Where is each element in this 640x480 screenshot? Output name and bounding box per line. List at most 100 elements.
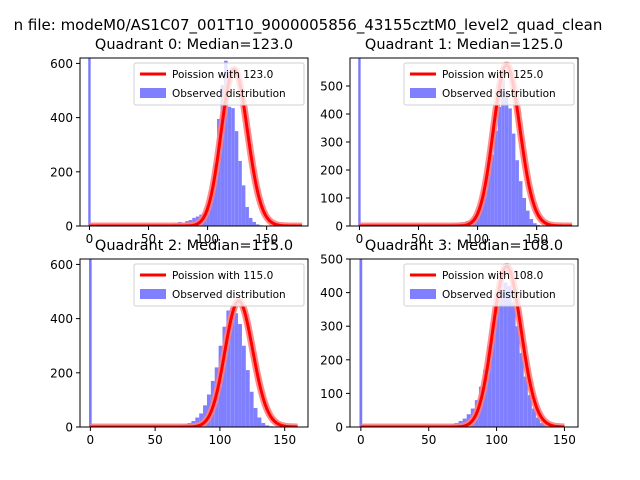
y-tick-label: 200 [50,165,73,179]
subplot-quadrant-1: Quadrant 1: Median=125.0 0 50 100 150 0 100 200… [320,37,579,246]
x-tick-label: 0 [357,433,365,447]
legend-box [403,62,575,106]
x-tick-label: 0 [86,232,94,246]
poisson-curve [89,67,303,226]
y-tick-label: 600 [50,57,73,71]
x-tick-label: 150 [255,232,278,246]
histogram-bar [226,310,231,427]
histogram-bar [540,422,545,427]
y-tick-label: 100 [320,387,343,401]
subplot-title: Quadrant 0: Median=123.0 [95,37,293,53]
histogram-bar-zero-spike [358,58,361,226]
histogram-bar [227,106,232,226]
histogram-bar [504,93,509,226]
histogram-bar [220,85,225,226]
plot-area [358,259,567,427]
legend: Poission with 125.0 Observed distribution [403,62,575,106]
histogram-bar [508,108,512,226]
x-tick-label: 50 [411,232,426,246]
histogram-bar [256,224,260,226]
histogram-bar [261,422,266,427]
histogram-bar [238,160,242,226]
histogram-bar [511,133,516,226]
y-tick-label: 100 [320,192,343,206]
y-tick-label: 0 [335,220,343,234]
legend-swatch-observed [410,289,436,299]
histogram-bar [499,289,504,427]
legend-label-poisson: Poission with 125.0 [442,69,543,81]
histogram-bar [222,326,227,427]
histogram-bar [536,224,541,226]
histogram-bar [234,313,239,427]
x-tick-label: 50 [147,433,162,447]
histogram-bar [487,346,492,427]
histogram-bar [511,302,516,427]
legend-label-observed: Observed distribution [172,88,286,100]
histogram-bar [265,425,270,427]
subplot-title: Quadrant 3: Median=108.0 [365,238,563,254]
y-tick-label: 400 [320,108,343,122]
legend-swatch-observed [140,289,166,299]
legend-label-observed: Observed distribution [172,289,286,301]
histogram-bar [479,202,484,226]
legend-swatch-observed [410,88,436,98]
histogram-bar [495,299,500,427]
histogram-bar [238,324,242,427]
histogram-bar [257,417,262,427]
x-tick-label: 100 [208,433,231,447]
legend-label-observed: Observed distribution [442,88,556,100]
histogram-bar-zero-spike [359,259,363,427]
histogram-bar [241,345,246,427]
histogram-bar [241,185,246,226]
legend: Poission with 123.0 Observed distribution [133,62,305,106]
plot-area [357,58,575,226]
subplot-title: Quadrant 1: Median=125.0 [365,37,563,53]
histogram-bar [515,160,519,226]
x-tick-label: 0 [356,232,364,246]
subplot-title: Quadrant 2: Median=115.0 [95,238,293,254]
x-tick-label: 0 [87,433,95,447]
subplot-grid: Quadrant 0: Median=123.0 0 50 100 150 0 200 400… [50,37,579,447]
poisson-curve [360,265,565,427]
legend-label-poisson: Poission with 115.0 [172,270,273,282]
histogram-bar [245,207,249,226]
y-tick-label: 500 [320,253,343,267]
subplot-quadrant-0: Quadrant 0: Median=123.0 0 50 100 150 0 200 400… [50,37,309,246]
histogram-bar [230,307,235,427]
histogram-bar [490,154,495,226]
y-tick-label: 500 [320,80,343,94]
histogram-bar-zero-spike [88,58,91,226]
histogram-bar [231,108,235,226]
histogram-bar [199,413,204,427]
x-tick-label: 50 [421,433,436,447]
y-tick-label: 0 [65,421,73,435]
y-tick-label: 200 [320,164,343,178]
legend-label-observed: Observed distribution [442,289,556,301]
histogram-bar [245,370,250,427]
histogram-bar [535,417,540,427]
poisson-curve [359,63,573,226]
axes-frame [79,258,309,428]
histogram-bar [483,191,488,226]
legend-box [133,263,305,307]
legend-label-poisson: Poission with 123.0 [172,69,273,81]
plot-area [87,58,305,226]
histogram-bar [515,326,520,427]
histogram-bar [518,181,523,226]
y-tick-label: 300 [320,136,343,150]
histogram-bar [249,391,254,427]
x-tick-label: 150 [553,433,576,447]
histogram-bar [224,60,228,226]
x-tick-label: 100 [196,232,219,246]
histogram-bar [527,395,532,427]
histogram-bar [503,282,508,427]
y-tick-label: 600 [50,258,73,272]
histogram-bar [523,376,528,427]
x-tick-label: 100 [485,433,508,447]
figure-suptitle: n file: modeM0/AS1C07_001T10_9000005856_… [14,16,603,35]
histogram-bar [234,131,239,226]
axes-frame [79,57,309,227]
histogram-bar [491,322,496,427]
legend: Poission with 108.0 Observed distribution [403,263,575,307]
